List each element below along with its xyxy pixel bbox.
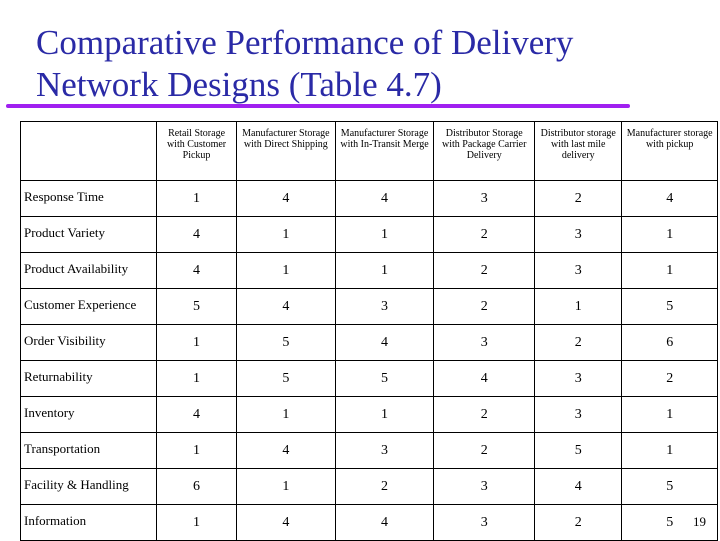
row-label: Product Variety xyxy=(19,216,158,253)
slide-title-line-2: Network Designs (Table 4.7) xyxy=(36,65,442,104)
table-cell: 5 xyxy=(621,288,718,325)
table-cell: 1 xyxy=(236,468,336,505)
table-cell: 1 xyxy=(334,396,435,433)
table-cell: 3 xyxy=(534,252,623,289)
table-cell: 4 xyxy=(156,396,238,433)
table-row: Product Variety 4 1 1 2 3 1 xyxy=(19,216,718,253)
slide-title: Comparative Performance of Delivery Netw… xyxy=(36,22,656,106)
table-cell: 1 xyxy=(334,252,435,289)
table-cell: 6 xyxy=(621,324,718,361)
table-cell: 4 xyxy=(156,252,238,289)
table-cell: 1 xyxy=(534,288,623,325)
table-cell: 1 xyxy=(156,360,238,397)
row-label: Transportation xyxy=(19,432,158,469)
table-cell: 1 xyxy=(236,216,336,253)
page-number: 19 xyxy=(693,514,706,529)
table-cell: 1 xyxy=(621,252,718,289)
table-cell: 1 xyxy=(156,432,238,469)
table-cell: 2 xyxy=(334,468,435,505)
row-label: Inventory xyxy=(19,396,158,433)
header-cell: Distributor Storage with Package Carrier… xyxy=(433,121,536,181)
header-cell: Retail Storage with Customer Pickup xyxy=(156,121,238,181)
table-cell: 5 xyxy=(156,288,238,325)
table-cell: 5 xyxy=(534,432,623,469)
header-cell: Manufacturer storage with pickup xyxy=(621,121,718,181)
table-cell: 5 xyxy=(621,468,718,505)
header-cell-empty xyxy=(19,121,158,181)
table-cell: 3 xyxy=(534,360,623,397)
table-cell: 1 xyxy=(334,216,435,253)
table-cell: 6 xyxy=(156,468,238,505)
table-cell: 4 xyxy=(236,288,336,325)
table-cell: 1 xyxy=(156,504,238,541)
table-cell: 1 xyxy=(156,324,238,361)
table-cell: 2 xyxy=(534,324,623,361)
row-label: Response Time xyxy=(19,180,158,217)
table-cell: 4 xyxy=(236,432,336,469)
table-cell: 4 xyxy=(433,360,536,397)
table-cell: 3 xyxy=(433,504,536,541)
table-cell: 4 xyxy=(156,216,238,253)
header-cell: Manufacturer Storage with Direct Shippin… xyxy=(236,121,336,181)
table-cell: 1 xyxy=(156,180,238,217)
table-cell: 1 xyxy=(236,252,336,289)
table-cell: 2 xyxy=(534,180,623,217)
table-cell: 2 xyxy=(621,360,718,397)
row-label: Product Availability xyxy=(19,252,158,289)
table-cell: 2 xyxy=(433,396,536,433)
table-header-row: Retail Storage with Customer Pickup Manu… xyxy=(19,121,718,181)
table-cell: 3 xyxy=(334,432,435,469)
header-cell: Manufacturer Storage with In-Transit Mer… xyxy=(334,121,435,181)
table-cell: 5 xyxy=(236,324,336,361)
table-cell: 2 xyxy=(433,288,536,325)
table-cell: 5 xyxy=(236,360,336,397)
table-row: Returnability 1 5 5 4 3 2 xyxy=(19,360,718,397)
table-row: Response Time 1 4 4 3 2 4 xyxy=(19,180,718,217)
table-cell: 3 xyxy=(433,468,536,505)
table-cell: 3 xyxy=(334,288,435,325)
table-cell: 3 xyxy=(433,324,536,361)
row-label: Returnability xyxy=(19,360,158,397)
delivery-network-comparison-table: Retail Storage with Customer Pickup Manu… xyxy=(19,121,718,541)
table-cell: 2 xyxy=(433,432,536,469)
table-cell: 4 xyxy=(334,324,435,361)
table-row: Facility & Handling 6 1 2 3 4 5 xyxy=(19,468,718,505)
table-cell: 3 xyxy=(433,180,536,217)
table-cell: 2 xyxy=(433,252,536,289)
table-cell: 1 xyxy=(621,216,718,253)
table-cell: 3 xyxy=(534,396,623,433)
table-cell: 4 xyxy=(534,468,623,505)
table-row: Transportation 1 4 3 2 5 1 xyxy=(19,432,718,469)
row-label: Customer Experience xyxy=(19,288,158,325)
table-row: Customer Experience 5 4 3 2 1 5 xyxy=(19,288,718,325)
table-cell: 2 xyxy=(534,504,623,541)
table-cell: 1 xyxy=(236,396,336,433)
row-label: Order Visibility xyxy=(19,324,158,361)
table-cell: 1 xyxy=(621,396,718,433)
table-row: Order Visibility 1 5 4 3 2 6 xyxy=(19,324,718,361)
table-cell: 4 xyxy=(236,504,336,541)
table-row: Inventory 4 1 1 2 3 1 xyxy=(19,396,718,433)
title-underline xyxy=(6,104,630,108)
row-label: Facility & Handling xyxy=(19,468,158,505)
slide-title-line-1: Comparative Performance of Delivery xyxy=(36,23,574,62)
table-cell: 3 xyxy=(534,216,623,253)
table-cell: 4 xyxy=(334,504,435,541)
table-cell: 5 xyxy=(334,360,435,397)
table-row: Product Availability 4 1 1 2 3 1 xyxy=(19,252,718,289)
table-cell: 1 xyxy=(621,432,718,469)
table-cell: 2 xyxy=(433,216,536,253)
row-label: Information xyxy=(19,504,158,541)
table-cell: 4 xyxy=(236,180,336,217)
table-cell: 4 xyxy=(621,180,718,217)
table-row: Information 1 4 4 3 2 5 xyxy=(19,504,718,541)
table-cell: 4 xyxy=(334,180,435,217)
header-cell: Distributor storage with last mile deliv… xyxy=(534,121,623,181)
